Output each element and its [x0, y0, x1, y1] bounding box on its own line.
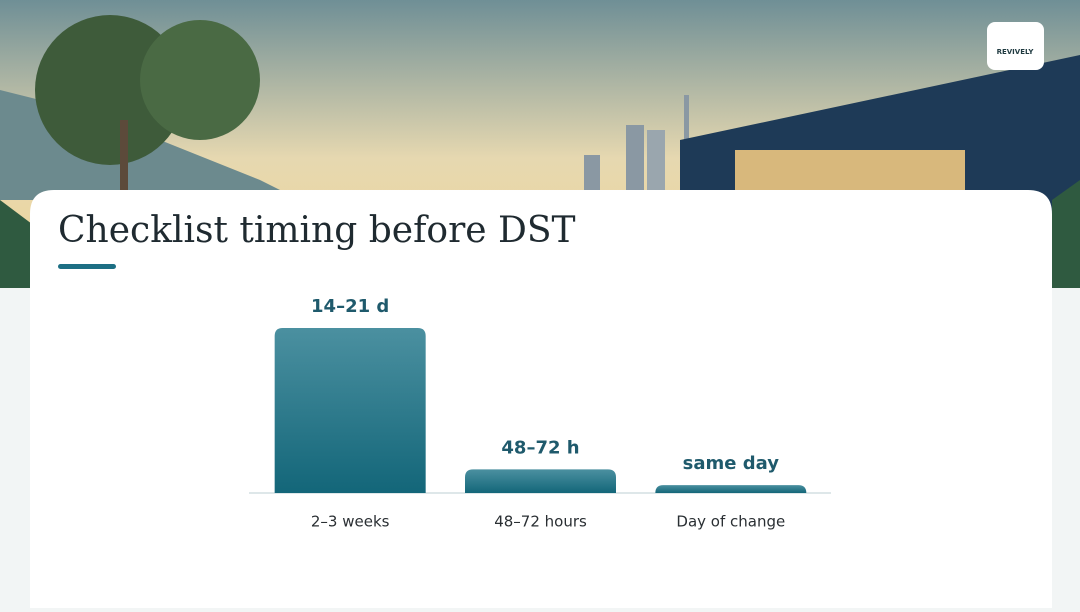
- value-label: 14–21 d: [311, 296, 389, 317]
- value-label: 48–72 h: [501, 437, 579, 458]
- logo-box: [987, 22, 1044, 70]
- chart-title: Checklist timing before DST: [58, 210, 576, 251]
- bar: [655, 485, 807, 493]
- x-tick-label: Day of change: [676, 513, 785, 531]
- x-tick-label: 48–72 hours: [494, 513, 587, 531]
- card: [30, 190, 1052, 608]
- title-underline: [58, 264, 116, 269]
- bar: [274, 328, 426, 493]
- logo: REVIVELY: [997, 48, 1035, 56]
- bar: [465, 469, 616, 493]
- value-label: same day: [683, 453, 780, 474]
- x-tick-label: 2–3 weeks: [311, 513, 390, 531]
